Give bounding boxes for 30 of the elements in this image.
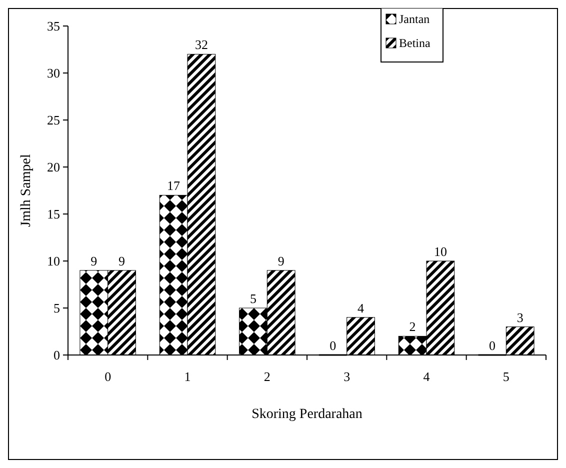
y-tick-label: 15 [47,206,60,222]
legend-label: Jantan [399,12,430,26]
data-label: 2 [409,319,416,334]
data-label: 3 [516,310,524,325]
x-tick-label: 2 [264,369,270,384]
y-tick-label: 25 [47,112,60,128]
x-tick-label: 4 [423,369,430,384]
y-tick-label: 10 [47,254,60,269]
y-axis-title: Jmlh Sampel [19,154,34,227]
x-tick-label: 1 [184,369,191,384]
legend-label: Betina [399,36,431,50]
data-label: 9 [278,253,284,268]
data-label: 0 [488,338,496,353]
y-tick-label: 0 [54,348,60,363]
data-label: 32 [194,37,208,52]
data-label: 0 [330,338,336,353]
data-label: 10 [434,244,447,259]
data-label: 9 [118,253,126,268]
x-tick-label: 3 [344,369,350,384]
data-label: 4 [358,300,365,316]
data-label: 5 [250,291,256,306]
data-label: 17 [167,178,181,194]
x-tick-label: 0 [104,369,112,384]
y-tick-label: 20 [47,160,60,175]
x-tick-label: 5 [502,369,510,384]
y-tick-label: 5 [54,300,60,316]
y-tick-label: 35 [47,18,60,34]
data-label: 9 [90,253,98,268]
x-axis-title: Skoring Perdarahan [252,407,362,422]
y-tick-label: 30 [47,66,60,81]
